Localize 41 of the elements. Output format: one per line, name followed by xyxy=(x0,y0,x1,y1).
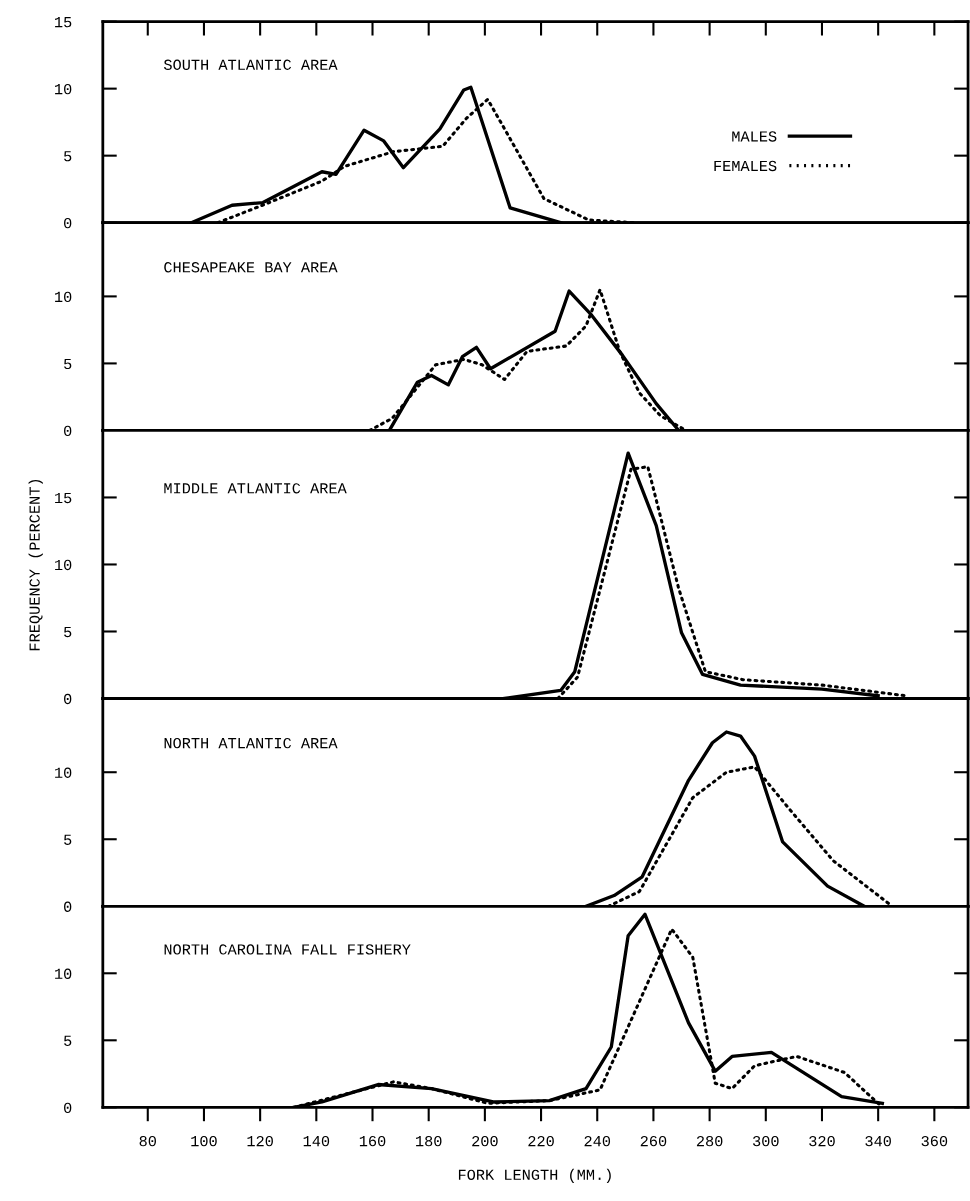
y-tick-label: 10 xyxy=(55,559,72,571)
y-tick-label: 15 xyxy=(55,492,72,504)
y-tick-label: 15 xyxy=(55,17,72,28)
y-tick-label: 5 xyxy=(64,626,72,638)
x-tick-label: 100 xyxy=(191,1135,217,1147)
y-tick-label: 10 xyxy=(55,83,72,95)
x-tick-label: 240 xyxy=(584,1135,611,1147)
x-tick-label: 340 xyxy=(865,1135,891,1147)
y-axis-title: FREQUENCY (PERCENT) xyxy=(28,479,43,651)
x-tick-label: 160 xyxy=(359,1135,386,1147)
x-tick-label: 280 xyxy=(696,1135,723,1147)
x-tick-label: 260 xyxy=(640,1135,667,1147)
y-tick-label: 5 xyxy=(64,151,72,162)
text: CHESAPEAKE BAY AREA xyxy=(164,262,338,273)
x-tick-label: 360 xyxy=(921,1135,948,1147)
y-tick-label: 10 xyxy=(55,767,72,778)
x-tick-label: 320 xyxy=(809,1135,835,1147)
y-tick-label: 5 xyxy=(64,834,72,845)
y-tick-label: 5 xyxy=(64,358,72,370)
x-tick-label: 80 xyxy=(139,1135,156,1147)
text: NORTH ATLANTIC AREA xyxy=(164,737,338,749)
y-tick-label: 0 xyxy=(64,217,72,229)
text: MIDDLE ATLANTIC AREA xyxy=(164,483,347,494)
y-tick-label: 0 xyxy=(64,901,72,912)
x-tick-label: 220 xyxy=(528,1135,554,1147)
legend-label: MALES xyxy=(732,131,777,142)
y-tick-label: 10 xyxy=(55,291,72,303)
legend-label: FEMALES xyxy=(714,160,777,172)
text: NORTH CAROLINA FALL FISHERY xyxy=(164,944,411,955)
x-tick-label: 140 xyxy=(303,1135,330,1147)
y-tick-label: 0 xyxy=(64,425,72,437)
text: SOUTH ATLANTIC AREA xyxy=(163,59,338,70)
x-tick-label: 300 xyxy=(753,1135,779,1147)
y-tick-label: 10 xyxy=(55,968,72,979)
x-tick-label: 120 xyxy=(247,1135,273,1147)
x-axis-title: FORK LENGTH (MM.) xyxy=(458,1168,611,1184)
x-tick-label: 200 xyxy=(472,1135,498,1147)
x-tick-label: 180 xyxy=(416,1135,442,1147)
y-tick-label: 0 xyxy=(64,693,72,705)
y-tick-label: 0 xyxy=(64,1102,72,1114)
y-tick-label: 5 xyxy=(64,1035,72,1046)
